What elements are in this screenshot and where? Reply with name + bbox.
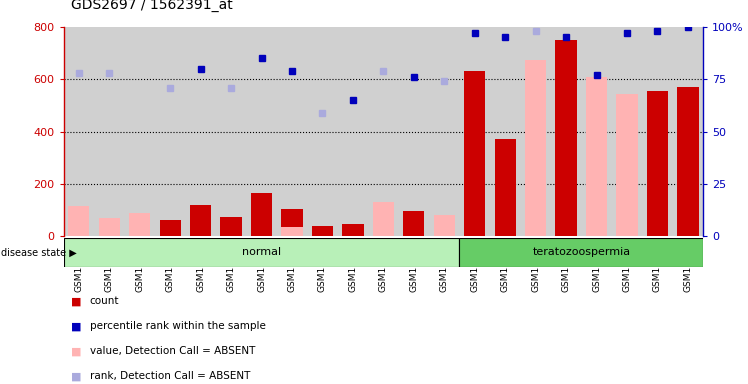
Bar [459,238,703,267]
Text: GDS2697 / 1562391_at: GDS2697 / 1562391_at [71,0,233,12]
Text: normal: normal [242,247,281,258]
Text: rank, Detection Call = ABSENT: rank, Detection Call = ABSENT [90,371,250,381]
Text: value, Detection Call = ABSENT: value, Detection Call = ABSENT [90,346,255,356]
Bar [251,193,272,236]
Bar [494,139,516,236]
Text: disease state ▶: disease state ▶ [1,247,76,258]
Text: count: count [90,296,119,306]
Bar [677,87,699,236]
Bar [647,91,668,236]
Bar [68,206,90,236]
Bar [586,76,607,236]
Bar [343,224,364,236]
Bar [281,209,303,236]
Text: ■: ■ [71,321,82,331]
Bar [312,226,333,236]
Bar [129,213,150,236]
Text: ■: ■ [71,371,82,381]
Bar [556,40,577,236]
Bar [616,94,637,236]
Text: ■: ■ [71,296,82,306]
Bar [403,211,424,236]
Bar [281,227,303,236]
Bar [434,215,455,236]
Text: ■: ■ [71,346,82,356]
Bar [221,217,242,236]
Bar [525,60,546,236]
Bar [464,71,485,236]
Bar [373,202,394,236]
Text: percentile rank within the sample: percentile rank within the sample [90,321,266,331]
Bar [64,238,459,267]
Bar [159,220,181,236]
Bar [99,218,120,236]
Bar [190,205,211,236]
Text: teratozoospermia: teratozoospermia [533,247,631,258]
